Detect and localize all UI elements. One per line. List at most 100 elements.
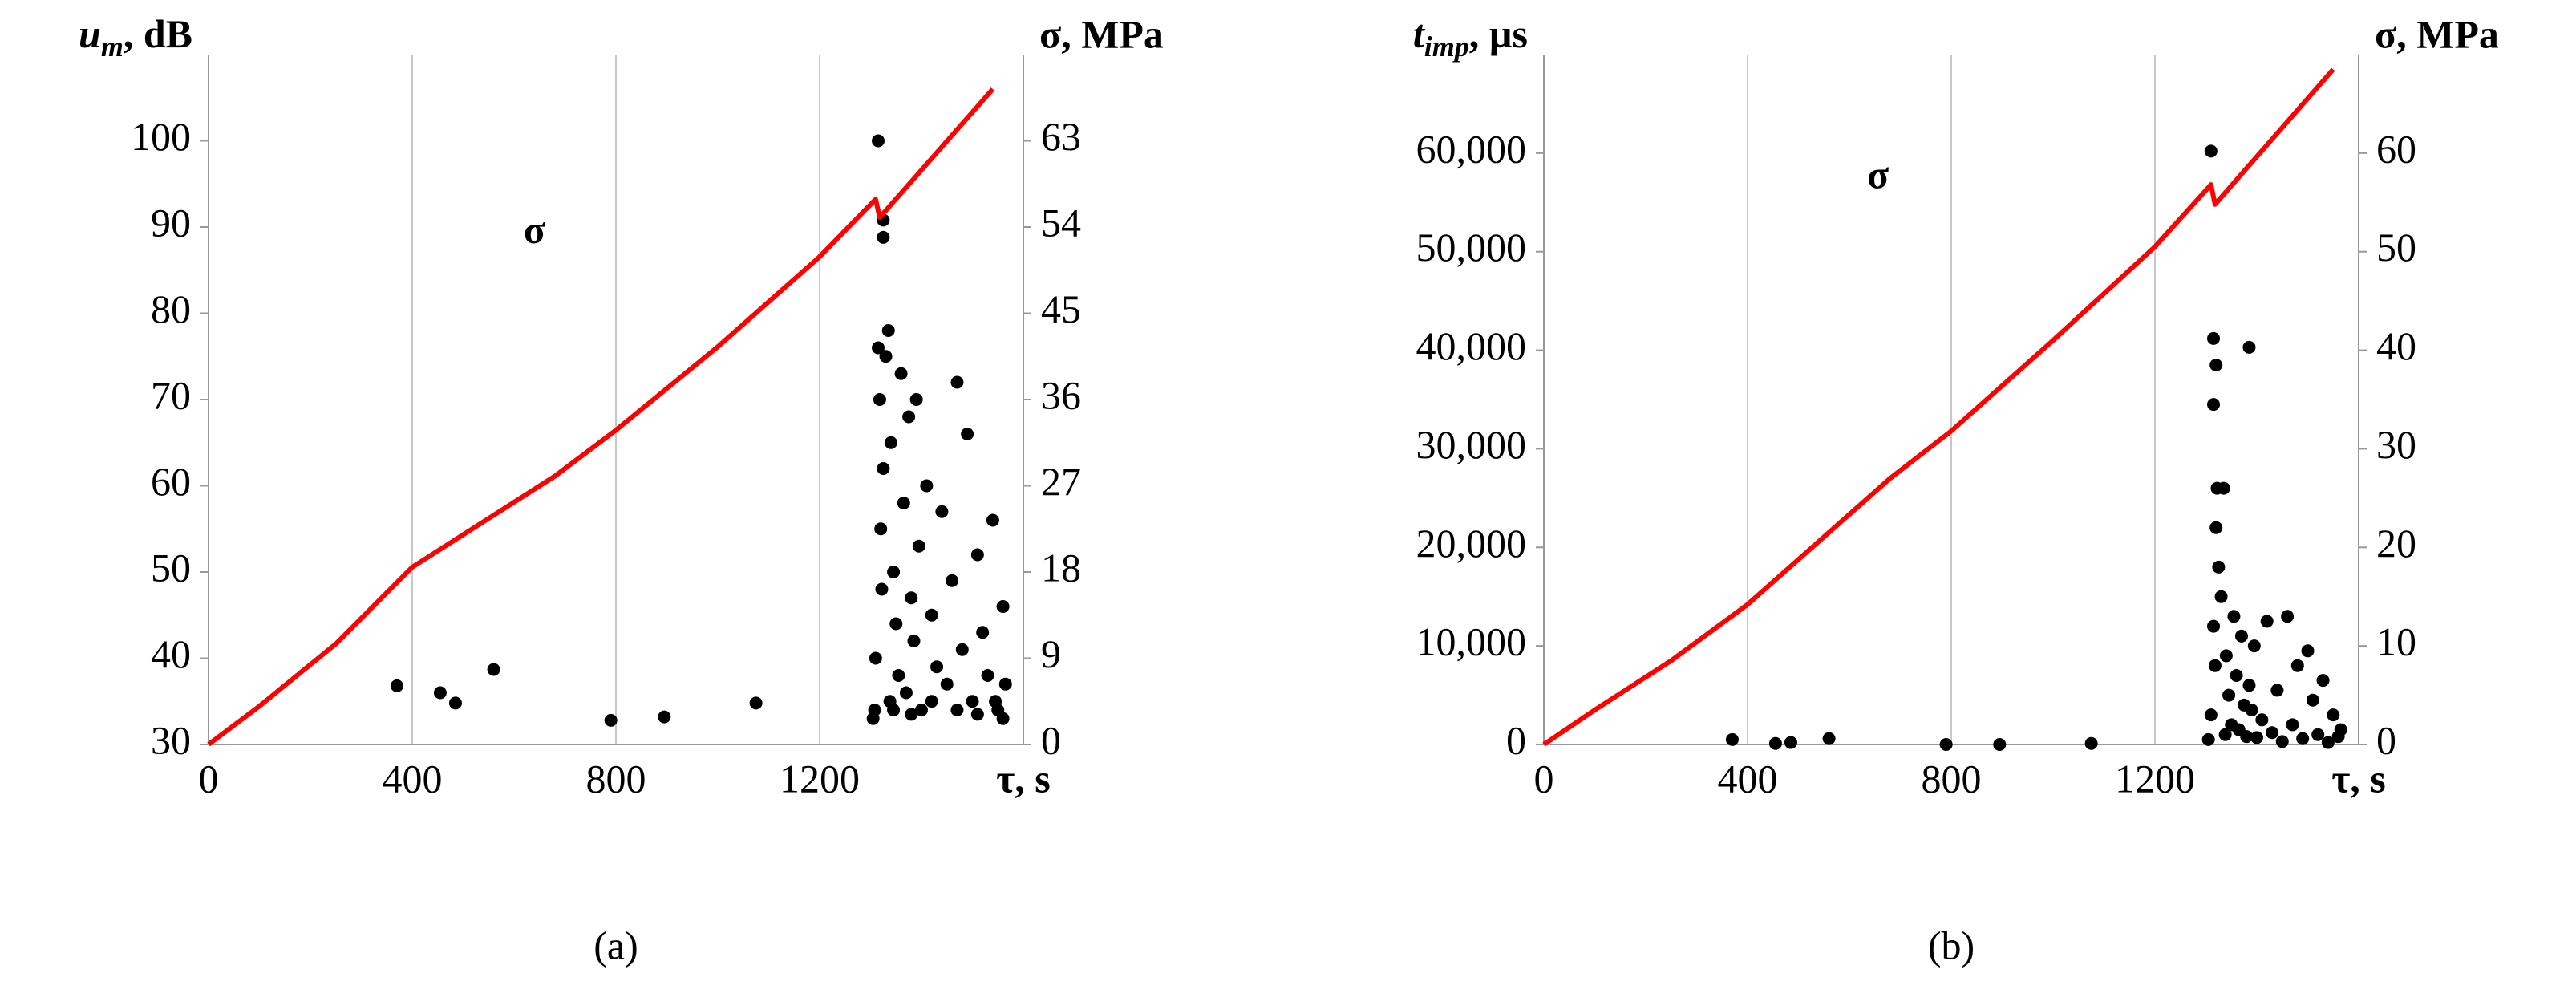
- data-point: [884, 436, 897, 449]
- x-axis-title: τ, s: [996, 756, 1051, 801]
- data-point: [2334, 723, 2347, 736]
- data-point: [2222, 688, 2236, 702]
- y2-tick-label: 30: [2376, 422, 2416, 467]
- y2-tick-label: 36: [1041, 372, 1081, 417]
- data-point: [2306, 693, 2319, 707]
- y2-tick-label: 9: [1041, 631, 1061, 676]
- data-point: [2321, 736, 2335, 749]
- y-tick-label: 50,000: [1416, 225, 1527, 270]
- data-point: [955, 643, 969, 656]
- data-point: [920, 479, 934, 493]
- y-axis-title-unit: , µs: [1469, 11, 1528, 56]
- chart: 0 400 800 1200010,00020,00030,00040,00050,0…: [1413, 11, 2499, 968]
- series-label: σ: [524, 207, 545, 252]
- x-tick-label: 1200: [2115, 756, 2195, 801]
- data-point: [433, 686, 447, 700]
- y2-tick-label: 60: [2376, 126, 2416, 171]
- y2-tick-label: 50: [2376, 225, 2416, 270]
- data-point: [894, 367, 908, 380]
- data-point: [868, 704, 881, 716]
- y-tick-label: 100: [131, 114, 191, 159]
- data-point: [2327, 708, 2340, 722]
- data-point: [950, 375, 964, 389]
- data-point: [873, 393, 886, 406]
- x-tick-label: 1200: [780, 756, 860, 801]
- data-point: [981, 669, 994, 682]
- y-tick-label: 30,000: [1416, 422, 1527, 467]
- y2-tick-label: 18: [1041, 545, 1081, 590]
- data-point: [996, 712, 1010, 725]
- data-point: [905, 591, 918, 605]
- series-label: σ: [1867, 152, 1889, 197]
- data-point: [2247, 639, 2261, 653]
- data-point: [2240, 730, 2254, 744]
- data-point: [2207, 619, 2221, 633]
- data-point: [2201, 732, 2215, 746]
- y2-tick-label: 54: [1041, 200, 1081, 245]
- data-point: [1939, 738, 1953, 751]
- data-point: [872, 134, 885, 148]
- data-point: [2230, 669, 2243, 682]
- y-axis-title-main: u: [79, 11, 101, 56]
- data-point: [887, 704, 901, 716]
- data-point: [2218, 728, 2232, 741]
- sigma-line: [207, 87, 995, 747]
- data-point: [966, 695, 979, 708]
- y-axis-title: um, dB: [79, 11, 192, 63]
- x-tick-label: 400: [383, 756, 443, 801]
- data-point: [889, 617, 903, 631]
- data-point: [909, 393, 923, 406]
- data-point: [869, 651, 882, 665]
- data-point: [875, 582, 889, 596]
- data-point: [749, 696, 763, 710]
- y-tick-label: 30: [151, 717, 191, 762]
- data-point: [996, 600, 1010, 613]
- data-point: [872, 341, 885, 355]
- y2-tick-label: 63: [1041, 114, 1081, 159]
- data-point: [940, 677, 954, 691]
- data-point: [2250, 731, 2263, 744]
- data-point: [2212, 560, 2226, 574]
- data-point: [925, 608, 938, 622]
- data-point: [2290, 659, 2304, 672]
- data-point: [2255, 713, 2269, 727]
- y2-axis-title: σ, MPa: [2375, 11, 2499, 56]
- data-point: [448, 696, 462, 710]
- data-point: [2208, 659, 2222, 672]
- y2-tick-label: 45: [1041, 286, 1081, 331]
- y-tick-label: 0: [1506, 717, 1526, 762]
- caption: (a): [593, 923, 638, 968]
- y-tick-label: 90: [151, 200, 191, 245]
- data-point: [970, 708, 984, 721]
- y-axis-title: timp, µs: [1413, 11, 1528, 63]
- y-axis-title-sub: m: [101, 30, 124, 63]
- y2-tick-label: 10: [2376, 619, 2416, 664]
- data-point: [2217, 481, 2230, 495]
- x-tick-label: 0: [1534, 756, 1554, 801]
- y-tick-label: 50: [151, 545, 191, 590]
- data-point: [887, 566, 901, 578]
- data-point: [950, 704, 964, 716]
- data-point: [2207, 398, 2221, 412]
- data-point: [2281, 610, 2295, 623]
- y-tick-label: 70: [151, 372, 191, 417]
- data-point: [2311, 728, 2325, 741]
- caption: (b): [1928, 923, 1975, 968]
- data-point: [2275, 735, 2289, 748]
- data-point: [2242, 679, 2256, 692]
- data-point: [902, 410, 916, 424]
- data-point: [892, 669, 905, 682]
- data-point: [390, 679, 403, 692]
- x-axis-title: τ, s: [2331, 756, 2386, 801]
- data-point: [2234, 629, 2248, 643]
- data-point: [970, 548, 984, 562]
- data-point: [989, 695, 1002, 708]
- data-point: [877, 230, 890, 244]
- y-tick-label: 40: [151, 631, 191, 676]
- data-point: [2204, 144, 2218, 158]
- data-point: [2227, 610, 2241, 623]
- y2-tick-label: 0: [2376, 717, 2396, 762]
- y-tick-label: 60: [151, 459, 191, 504]
- data-point: [2084, 736, 2098, 750]
- x-tick-label: 0: [199, 756, 219, 801]
